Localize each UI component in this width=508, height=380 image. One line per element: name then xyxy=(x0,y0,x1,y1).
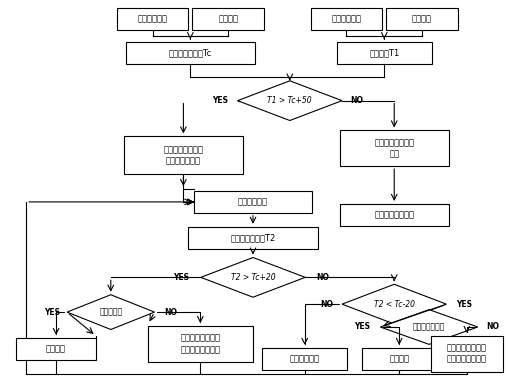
Text: T2 > Tc+20: T2 > Tc+20 xyxy=(231,273,275,282)
FancyBboxPatch shape xyxy=(148,326,252,362)
Text: T1 > Tc+50: T1 > Tc+50 xyxy=(268,96,312,105)
FancyBboxPatch shape xyxy=(431,336,502,372)
Text: 空冷计算模型: 空冷计算模型 xyxy=(332,15,362,24)
Polygon shape xyxy=(67,295,154,329)
Text: 水冷差分计算: 水冷差分计算 xyxy=(238,198,268,206)
Text: 中间温度确定: 中间温度确定 xyxy=(290,354,320,363)
Text: 水冷后平均温度T2: 水冷后平均温度T2 xyxy=(231,233,276,242)
FancyBboxPatch shape xyxy=(125,42,255,64)
FancyBboxPatch shape xyxy=(195,191,312,213)
Text: 调整辊速: 调整辊速 xyxy=(46,344,66,353)
FancyBboxPatch shape xyxy=(16,338,96,360)
Polygon shape xyxy=(201,258,305,297)
Text: 开淬温度T1: 开淬温度T1 xyxy=(369,49,399,57)
FancyBboxPatch shape xyxy=(386,8,458,30)
Text: YES: YES xyxy=(456,300,472,309)
Polygon shape xyxy=(238,81,342,120)
Text: YES: YES xyxy=(44,307,60,317)
FancyBboxPatch shape xyxy=(117,8,188,30)
Text: 根据冷却能力由小
到大减少喷嘴个数: 根据冷却能力由小 到大减少喷嘴个数 xyxy=(447,344,487,364)
Polygon shape xyxy=(342,284,447,324)
FancyBboxPatch shape xyxy=(337,42,431,64)
FancyBboxPatch shape xyxy=(263,348,347,370)
Text: YES: YES xyxy=(355,323,370,331)
FancyBboxPatch shape xyxy=(188,227,318,249)
Text: NO: NO xyxy=(321,300,334,309)
Polygon shape xyxy=(380,310,478,344)
Text: 根据冷却能力由大
到小增加喷嘴个数: 根据冷却能力由大 到小增加喷嘴个数 xyxy=(180,334,220,354)
Text: 实测数据: 实测数据 xyxy=(412,15,432,24)
Text: T2 < Tc-20: T2 < Tc-20 xyxy=(374,300,415,309)
FancyBboxPatch shape xyxy=(339,204,449,226)
Text: NO: NO xyxy=(316,273,330,282)
Text: YES: YES xyxy=(173,273,189,282)
Text: YES: YES xyxy=(212,96,228,105)
Text: 水冷不投入，空冷
计算: 水冷不投入，空冷 计算 xyxy=(374,138,414,158)
Text: NO: NO xyxy=(486,323,499,331)
FancyBboxPatch shape xyxy=(124,136,243,174)
FancyBboxPatch shape xyxy=(362,348,436,370)
Text: NO: NO xyxy=(351,96,363,105)
Text: 喷嘴只剩一组？: 喷嘴只剩一组？ xyxy=(413,323,445,331)
FancyBboxPatch shape xyxy=(193,8,264,30)
FancyBboxPatch shape xyxy=(311,8,383,30)
Text: 模型参数: 模型参数 xyxy=(218,15,238,24)
Text: 钢板原始数据: 钢板原始数据 xyxy=(138,15,168,24)
FancyBboxPatch shape xyxy=(339,130,449,166)
Text: 读取初始喷嘴排布
方式及初始辊速: 读取初始喷嘴排布 方式及初始辊速 xyxy=(164,145,203,165)
Text: 喷嘴全开？: 喷嘴全开？ xyxy=(99,307,122,317)
Text: 调整辊速: 调整辊速 xyxy=(389,354,409,363)
Text: NO: NO xyxy=(164,307,177,317)
Text: 输出模型计算结果: 输出模型计算结果 xyxy=(374,210,414,219)
Text: 动态相变点温度Tc: 动态相变点温度Tc xyxy=(169,49,212,57)
